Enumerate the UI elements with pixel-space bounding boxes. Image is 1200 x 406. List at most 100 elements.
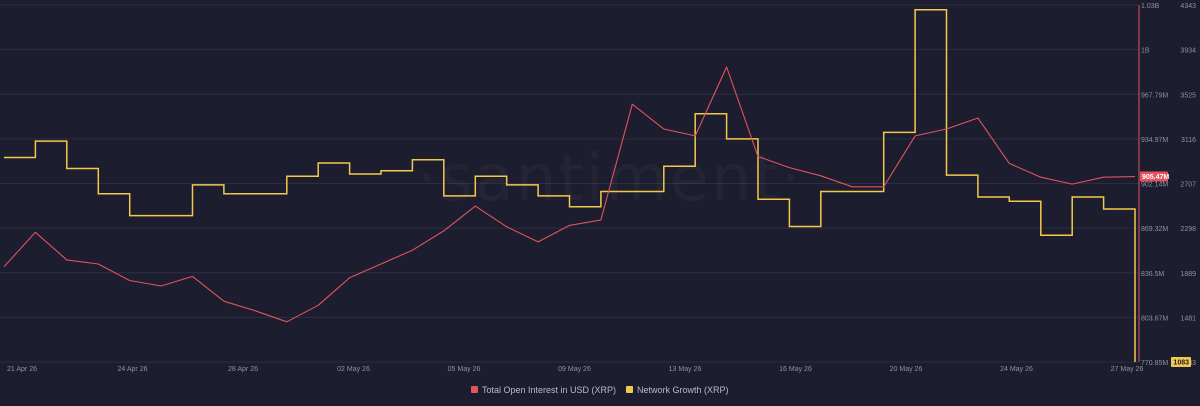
network-growth-point bbox=[223, 193, 225, 195]
network-growth-point bbox=[160, 215, 162, 217]
open-interest-point bbox=[317, 304, 319, 306]
open-interest-point bbox=[1071, 183, 1073, 185]
network-growth-point bbox=[914, 9, 916, 11]
network-growth-point bbox=[537, 195, 539, 197]
network-growth-point bbox=[474, 175, 476, 177]
network-growth-point bbox=[1040, 234, 1042, 236]
legend[interactable]: Total Open Interest in USD (XRP) Network… bbox=[471, 385, 729, 395]
y-right-tick-label: 1481 bbox=[1180, 315, 1196, 322]
open-interest-point bbox=[223, 300, 225, 302]
open-interest-last-value-badge bbox=[1140, 171, 1168, 182]
axes: 1.03B 4343 1B 3934 967.79M 3525 934.97M 3116 902… bbox=[7, 3, 1196, 373]
open-interest-point bbox=[1008, 162, 1010, 164]
open-interest-point bbox=[443, 230, 445, 232]
x-tick-label: 20 May 26 bbox=[890, 366, 923, 373]
network-growth-point bbox=[506, 184, 508, 186]
open-interest-point bbox=[851, 186, 853, 188]
network-growth-point bbox=[851, 191, 853, 193]
open-interest-point bbox=[349, 277, 351, 279]
open-interest-point bbox=[946, 128, 948, 130]
network-growth-point bbox=[1103, 208, 1105, 210]
network-growth-point bbox=[192, 184, 194, 186]
network-growth-point bbox=[3, 157, 5, 159]
open-interest-point bbox=[883, 186, 885, 188]
open-interest-point bbox=[914, 135, 916, 137]
open-interest-point bbox=[34, 231, 36, 233]
open-interest-point bbox=[192, 275, 194, 277]
open-interest-point bbox=[757, 156, 759, 158]
network-growth-last-value-badge bbox=[1171, 357, 1191, 367]
open-interest-point bbox=[506, 226, 508, 228]
x-tick-label: 16 May 26 bbox=[779, 366, 812, 373]
x-tick-label: 05 May 26 bbox=[448, 366, 481, 373]
open-interest-point bbox=[569, 224, 571, 226]
x-tick-label: 13 May 26 bbox=[669, 366, 702, 373]
network-growth-point bbox=[820, 191, 822, 193]
open-interest-point bbox=[694, 135, 696, 137]
legend-open-interest-label[interactable]: Total Open Interest in USD (XRP) bbox=[482, 385, 616, 395]
network-growth-point bbox=[66, 168, 68, 170]
open-interest-line bbox=[3, 66, 1136, 323]
network-growth-point bbox=[286, 175, 288, 177]
network-growth-point bbox=[34, 140, 36, 142]
network-growth-point bbox=[1134, 361, 1136, 363]
open-interest-point bbox=[977, 117, 979, 119]
y-right-tick-label: 3934 bbox=[1180, 48, 1196, 55]
network-growth-point bbox=[631, 191, 633, 193]
y-left-tick-label: 967.79M bbox=[1141, 92, 1168, 99]
x-tick-label: 24 May 26 bbox=[1000, 366, 1033, 373]
legend-network-growth-label[interactable]: Network Growth (XRP) bbox=[637, 385, 729, 395]
open-interest-point bbox=[600, 219, 602, 221]
network-growth-line bbox=[4, 8, 1136, 362]
open-interest-last-value-label: 905.47M bbox=[1142, 174, 1169, 181]
y-left-tick-label: 869.32M bbox=[1141, 226, 1168, 233]
legend-network-growth-swatch bbox=[626, 386, 633, 393]
open-interest-point bbox=[3, 266, 5, 268]
x-tick-label: 02 May 26 bbox=[337, 366, 370, 373]
network-growth-point bbox=[883, 131, 885, 133]
open-interest-point bbox=[286, 321, 288, 323]
open-interest-point bbox=[1040, 176, 1042, 178]
y-right-tick-label: 3116 bbox=[1181, 137, 1196, 144]
open-interest-point bbox=[820, 175, 822, 177]
y-left-tick-label: 1B bbox=[1141, 48, 1150, 55]
network-growth-point bbox=[946, 174, 948, 176]
grid bbox=[0, 4, 1139, 363]
open-interest-point bbox=[160, 285, 162, 287]
y-right-tick-label: 3525 bbox=[1180, 92, 1196, 99]
y-left-tick-label: 770.85M bbox=[1141, 360, 1168, 367]
y-left-tick-label: 836.5M bbox=[1141, 271, 1165, 278]
network-growth-point bbox=[757, 198, 759, 200]
x-tick-label: 21 Apr 26 bbox=[7, 366, 37, 373]
open-interest-point bbox=[66, 259, 68, 261]
network-growth-point bbox=[1008, 200, 1010, 202]
x-tick-label: 09 May 26 bbox=[558, 366, 591, 373]
network-growth-point bbox=[349, 173, 351, 175]
y-left-tick-label: 803.67M bbox=[1141, 315, 1168, 322]
open-interest-point bbox=[1134, 176, 1136, 178]
network-growth-point bbox=[317, 162, 319, 164]
network-growth-point bbox=[129, 215, 131, 217]
network-growth-point bbox=[97, 193, 99, 195]
network-growth-point bbox=[726, 138, 728, 140]
open-interest-point bbox=[129, 280, 131, 282]
network-growth-series bbox=[3, 8, 1136, 363]
network-growth-point bbox=[569, 206, 571, 208]
network-growth-last-value-label: 1083 bbox=[1173, 360, 1189, 367]
x-tick-label: 27 May 26 bbox=[1111, 366, 1144, 373]
y-left-tick-label: 1.03B bbox=[1141, 3, 1160, 10]
y-right-tick-label: 2707 bbox=[1180, 182, 1196, 189]
open-interest-point bbox=[97, 263, 99, 265]
open-interest-point bbox=[1103, 176, 1105, 178]
open-interest-point bbox=[631, 103, 633, 105]
network-growth-point bbox=[600, 191, 602, 193]
legend-open-interest-swatch bbox=[471, 386, 478, 393]
network-growth-point bbox=[977, 196, 979, 198]
y-right-tick-label: 2298 bbox=[1180, 226, 1196, 233]
open-interest-point bbox=[474, 205, 476, 207]
network-growth-point bbox=[663, 165, 665, 167]
y-left-tick-label: 934.97M bbox=[1141, 137, 1168, 144]
network-growth-point bbox=[411, 159, 413, 161]
network-growth-point bbox=[1071, 196, 1073, 198]
